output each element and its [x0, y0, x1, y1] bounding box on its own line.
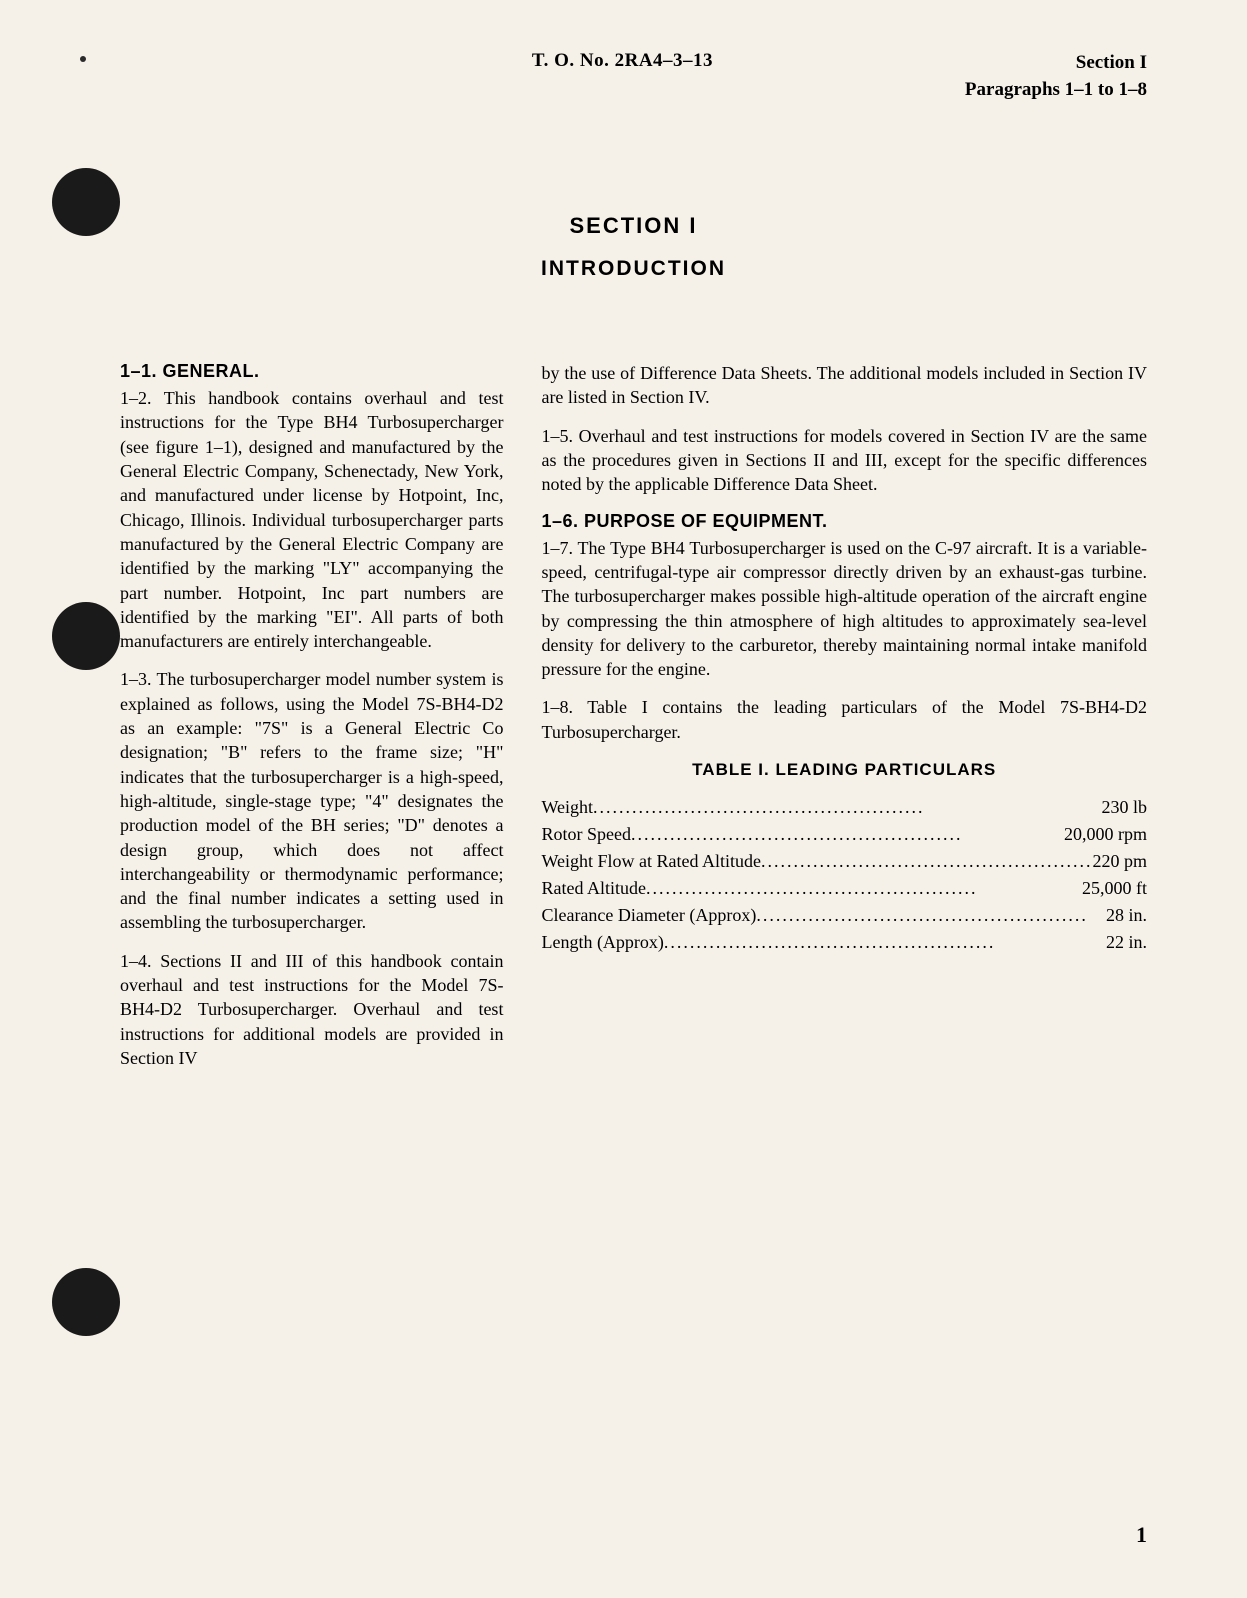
table-label: Weight — [541, 794, 593, 821]
table-title: TABLE I. LEADING PARTICULARS — [541, 760, 1147, 780]
table-value: 230 lb — [1101, 794, 1147, 821]
paragraph-1-8: 1–8. Table I contains the leading partic… — [541, 695, 1147, 744]
page-header: T. O. No. 2RA4–3–13 Section I Paragraphs… — [110, 50, 1157, 103]
table-label: Length (Approx) — [541, 929, 663, 956]
leader-dots — [664, 929, 1106, 956]
table-value: 20,000 rpm — [1064, 821, 1147, 848]
right-column: by the use of Difference Data Sheets. Th… — [541, 361, 1147, 1084]
page-number: 1 — [1136, 1522, 1147, 1548]
leading-particulars-table: Weight 230 lb Rotor Speed 20,000 rpm Wei… — [541, 794, 1147, 956]
table-label: Weight Flow at Rated Altitude — [541, 848, 761, 875]
leader-dots — [756, 902, 1106, 929]
table-value: 25,000 ft — [1082, 875, 1147, 902]
paragraph-1-5: 1–5. Overhaul and test instructions for … — [541, 424, 1147, 497]
paragraph-1-3: 1–3. The turbosupercharger model number … — [120, 667, 503, 934]
table-row: Clearance Diameter (Approx) 28 in. — [541, 902, 1147, 929]
table-label: Rated Altitude — [541, 875, 645, 902]
paragraph-1-7: 1–7. The Type BH4 Turbosupercharger is u… — [541, 536, 1147, 682]
paragraph-1-4-cont: by the use of Difference Data Sheets. Th… — [541, 361, 1147, 410]
table-label: Rotor Speed — [541, 821, 631, 848]
heading-general: 1–1. GENERAL. — [120, 361, 503, 382]
section-header: SECTION I INTRODUCTION — [110, 213, 1157, 281]
section-title: SECTION I — [110, 213, 1157, 239]
punch-hole — [52, 602, 120, 670]
document-number: T. O. No. 2RA4–3–13 — [120, 50, 965, 72]
scan-artifact-dot — [80, 56, 86, 62]
table-row: Weight Flow at Rated Altitude 220 pm — [541, 848, 1147, 875]
leader-dots — [646, 875, 1082, 902]
left-column: 1–1. GENERAL. 1–2. This handbook contain… — [120, 361, 503, 1084]
table-row: Rated Altitude 25,000 ft — [541, 875, 1147, 902]
table-label: Clearance Diameter (Approx) — [541, 902, 756, 929]
content-columns: 1–1. GENERAL. 1–2. This handbook contain… — [110, 361, 1157, 1084]
header-section-line: Section I — [965, 50, 1147, 77]
table-value: 220 pm — [1092, 848, 1147, 875]
punch-hole — [52, 1268, 120, 1336]
paragraph-1-4: 1–4. Sections II and III of this handboo… — [120, 949, 503, 1070]
header-paragraphs-line: Paragraphs 1–1 to 1–8 — [965, 77, 1147, 104]
leader-dots — [593, 794, 1101, 821]
table-value: 22 in. — [1106, 929, 1147, 956]
leader-dots — [631, 821, 1064, 848]
paragraph-1-2: 1–2. This handbook contains overhaul and… — [120, 386, 503, 653]
leader-dots — [761, 848, 1093, 875]
section-subtitle: INTRODUCTION — [110, 257, 1157, 281]
table-row: Weight 230 lb — [541, 794, 1147, 821]
heading-purpose: 1–6. PURPOSE OF EQUIPMENT. — [541, 511, 1147, 532]
table-row: Rotor Speed 20,000 rpm — [541, 821, 1147, 848]
table-row: Length (Approx) 22 in. — [541, 929, 1147, 956]
table-value: 28 in. — [1106, 902, 1147, 929]
header-section-ref: Section I Paragraphs 1–1 to 1–8 — [965, 50, 1147, 103]
punch-hole — [52, 168, 120, 236]
